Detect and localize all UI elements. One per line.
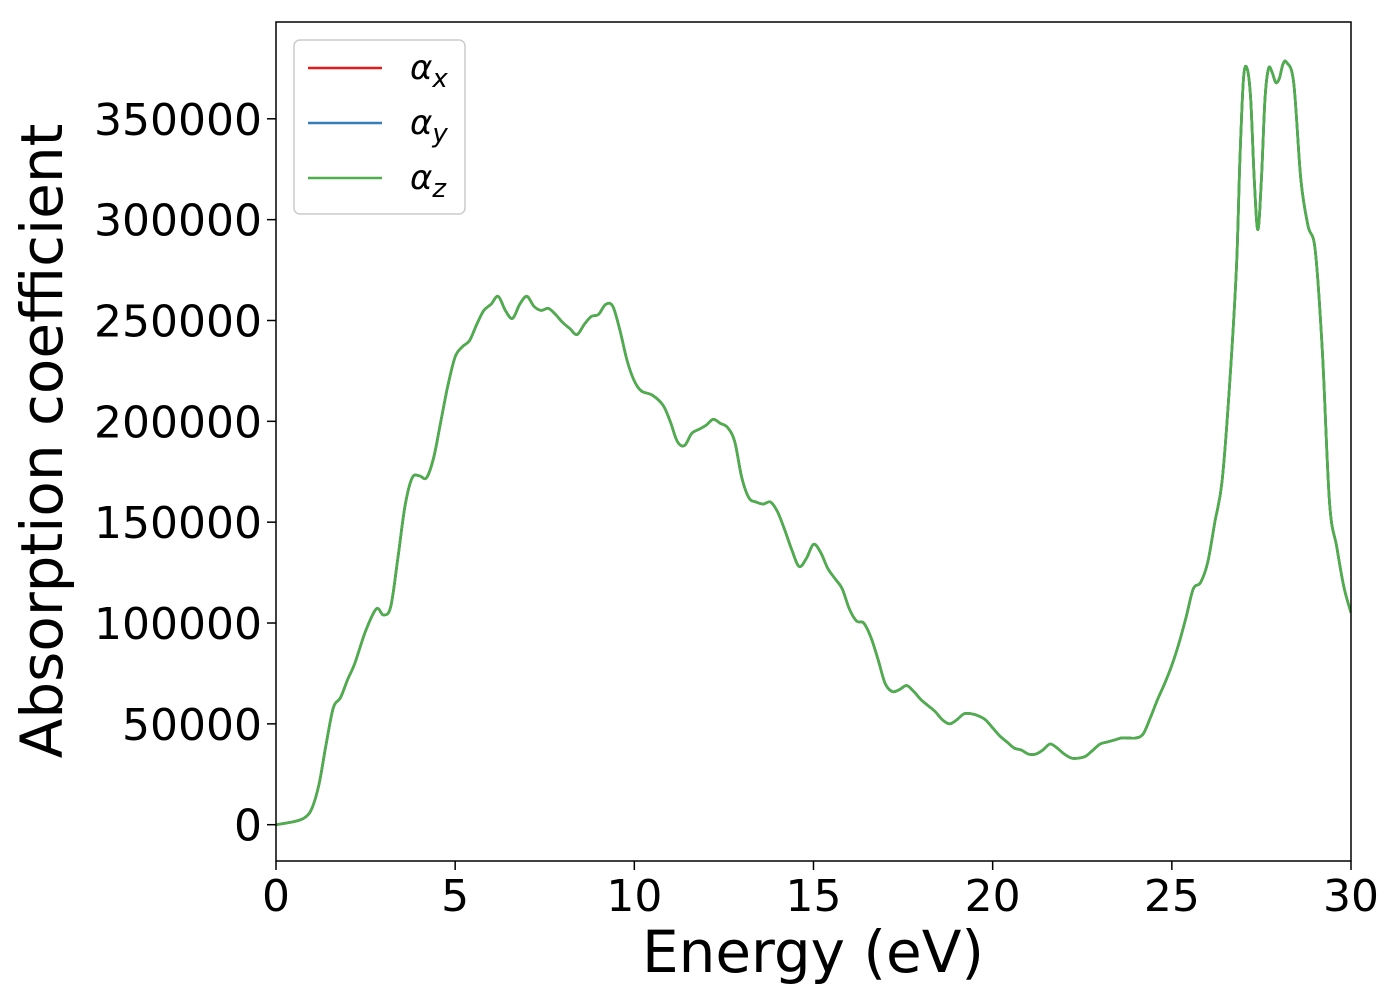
legend-label: αx — [410, 48, 448, 94]
legend-box — [293, 39, 466, 215]
legend-label: αz — [410, 158, 447, 204]
legend-label: αy — [410, 103, 448, 149]
x-axis-title: Energy (eV) — [642, 918, 984, 986]
y-tick-label: 0 — [234, 801, 262, 852]
legend: αx αy αz — [293, 39, 466, 215]
y-tick-label: 350000 — [94, 95, 262, 146]
series-line-alpha-z — [276, 59, 1351, 826]
x-tick-label: 5 — [441, 871, 469, 922]
y-tick-label: 100000 — [94, 599, 262, 650]
y-tick-label: 250000 — [94, 296, 262, 347]
x-axis-ticks: 0 5 10 15 20 25 30 — [262, 861, 1379, 922]
x-tick-label: 0 — [262, 871, 290, 922]
x-tick-label: 15 — [786, 871, 842, 922]
y-tick-label: 150000 — [94, 498, 262, 549]
x-tick-label: 25 — [1144, 871, 1200, 922]
x-tick-label: 10 — [606, 871, 662, 922]
plot-lines — [276, 59, 1351, 826]
x-tick-label: 20 — [965, 871, 1021, 922]
y-tick-label: 200000 — [94, 397, 262, 448]
x-tick-label: 30 — [1323, 871, 1379, 922]
y-tick-label: 50000 — [122, 700, 262, 751]
y-axis-title: Absorption coefficient — [8, 124, 76, 759]
y-axis-ticks: 0 50000 100000 150000 200000 250000 300000 3500… — [94, 95, 276, 852]
y-tick-label: 300000 — [94, 196, 262, 247]
